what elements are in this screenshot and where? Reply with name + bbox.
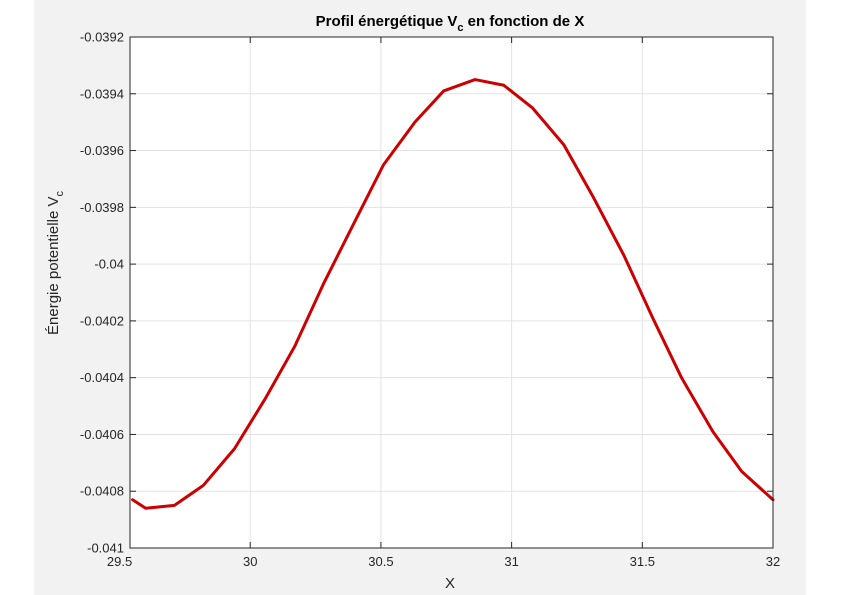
y-tick-label: -0.0402 xyxy=(80,313,124,328)
x-tick-label: 32 xyxy=(766,554,780,569)
ticks xyxy=(130,36,774,549)
y-tick-label: -0.0396 xyxy=(80,143,124,158)
chart-title-subscript: c xyxy=(457,22,463,34)
x-tick-label: 30 xyxy=(243,554,257,569)
series-line xyxy=(131,78,775,510)
y-axis-label-main: Énergie potentielle V xyxy=(45,197,62,335)
y-tick-label: -0.04 xyxy=(94,257,124,272)
plot-area xyxy=(130,37,773,548)
grid xyxy=(130,37,773,548)
x-tick-label: 30.5 xyxy=(368,554,393,569)
chart-title-main: Profil énergétique V xyxy=(316,13,458,30)
x-tick-label: 29.5 xyxy=(107,554,132,569)
y-axis-label-subscript: c xyxy=(54,191,66,197)
x-tick-label: 31.5 xyxy=(630,554,655,569)
x-axis-label: X xyxy=(445,575,455,592)
y-axis-label: Énergie potentielle Vc xyxy=(45,191,66,335)
y-tick-label: -0.041 xyxy=(87,541,124,556)
chart-title: Profil énergétique Vc en fonction de X xyxy=(316,13,585,34)
x-tick-label: 31 xyxy=(504,554,518,569)
y-tick-label: -0.0408 xyxy=(80,484,124,499)
y-tick-label: -0.0392 xyxy=(80,30,124,45)
series-layer xyxy=(131,78,775,510)
y-tick-label: -0.0398 xyxy=(80,200,124,215)
y-tick-label: -0.0406 xyxy=(80,427,124,442)
y-tick-label: -0.0394 xyxy=(80,86,124,101)
y-tick-label: -0.0404 xyxy=(80,370,124,385)
tick-labels: 29.5 30 30.5 31 31.5 32 -0.041 -0.0408 -0.0406 -0… xyxy=(80,30,780,570)
chart-title-suffix: en fonction de X xyxy=(463,13,584,30)
plot-frame xyxy=(129,36,774,549)
